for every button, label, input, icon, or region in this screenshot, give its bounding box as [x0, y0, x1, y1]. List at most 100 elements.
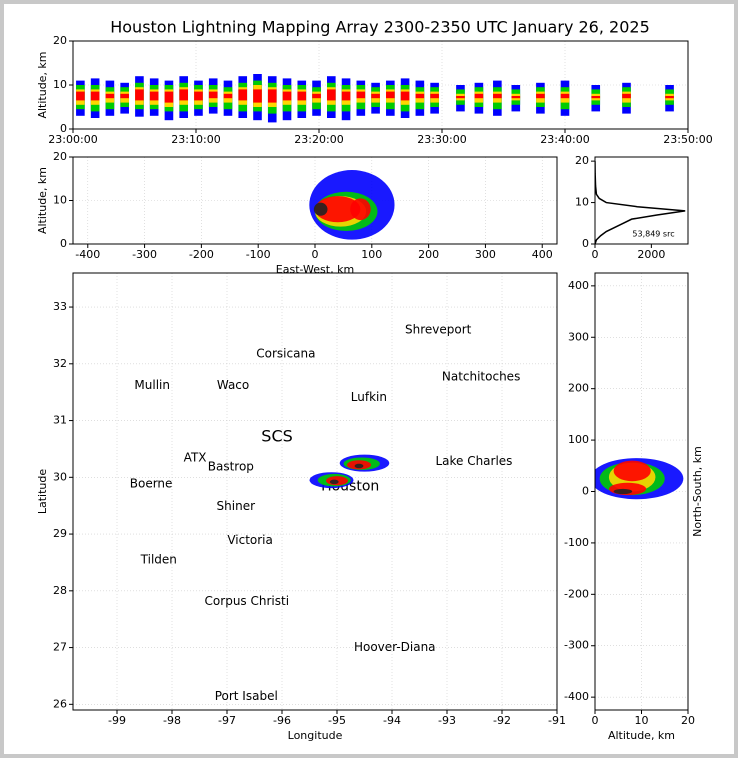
place-label: Waco	[217, 378, 249, 392]
altitude-range	[400, 91, 410, 101]
x-tick-label: 20	[681, 714, 695, 727]
plot-layer	[309, 170, 395, 240]
y-tick-label: 0	[582, 237, 589, 250]
place-label: Hoover-Diana	[354, 640, 436, 654]
place-label: Boerne	[130, 477, 173, 491]
place-label: Lufkin	[351, 390, 387, 404]
plot-layer	[595, 458, 684, 500]
altitude-range	[105, 93, 115, 99]
altitude-range	[474, 93, 484, 99]
altitude-range	[430, 93, 439, 99]
source-density	[613, 460, 651, 482]
altitude-range	[208, 91, 218, 99]
y-tick-label: -300	[564, 639, 589, 652]
altitude-range	[356, 91, 366, 99]
place-label: Tilden	[140, 553, 177, 567]
x-tick-label: -99	[108, 714, 126, 727]
source-density	[354, 463, 364, 469]
y-axis-label: Altitude, km	[36, 167, 49, 234]
y-axis-label: Latitude	[36, 469, 49, 515]
altitude-range	[76, 91, 85, 101]
place-label: Port Isabel	[215, 689, 278, 703]
altitude-range	[164, 91, 174, 103]
y-axis-label: North-South, km	[691, 446, 704, 537]
x-tick-label: -400	[75, 248, 100, 261]
x-tick-label: 23:30:00	[417, 133, 466, 146]
x-tick-label: -200	[189, 248, 214, 261]
altitude-range	[511, 96, 521, 99]
y-tick-label: 0	[582, 485, 589, 498]
altitude-histogram	[595, 161, 686, 244]
altitude-range	[622, 93, 631, 99]
altitude-range	[253, 89, 262, 103]
altitude-range	[238, 89, 248, 101]
place-label: Shreveport	[405, 322, 472, 336]
plot-frame	[72, 272, 558, 711]
x-tick-label: 0	[592, 714, 599, 727]
altitude-range	[326, 89, 336, 101]
place-label: SCS	[261, 427, 292, 446]
y-tick-label: 400	[568, 279, 589, 292]
plot-frame	[594, 156, 689, 245]
plot-layer	[309, 454, 390, 489]
y-tick-label: 300	[568, 330, 589, 343]
plot-frame	[72, 156, 558, 245]
source-density	[315, 196, 361, 223]
altitude-range	[267, 89, 277, 103]
altitude-range	[536, 93, 545, 99]
y-tick-label: 10	[575, 196, 589, 209]
plot-area	[73, 273, 557, 710]
y-tick-label: 33	[53, 300, 67, 313]
x-axis-label: Longitude	[288, 729, 343, 742]
y-tick-label: 10	[53, 194, 67, 207]
x-axis-label: Altitude, km	[608, 729, 675, 742]
place-label: Mullin	[134, 378, 170, 392]
altitude-range	[312, 93, 321, 99]
x-tick-label: -96	[273, 714, 291, 727]
x-tick-label: 2000	[637, 248, 665, 261]
plot-layer	[595, 161, 686, 244]
x-tick-label: 0	[312, 248, 319, 261]
chart-title: Houston Lightning Mapping Array 2300-235…	[110, 18, 650, 37]
x-tick-label: 10	[635, 714, 649, 727]
x-tick-label: -93	[438, 714, 456, 727]
x-tick-label: 23:40:00	[540, 133, 589, 146]
x-tick-label: 23:00:00	[48, 133, 97, 146]
place-label: ATX	[184, 451, 207, 465]
plot-layer	[76, 74, 674, 123]
x-tick-label: -300	[132, 248, 157, 261]
place-label: Corpus Christi	[205, 594, 290, 608]
y-tick-label: 10	[53, 78, 67, 91]
y-tick-label: 20	[53, 150, 67, 163]
x-tick-label: 23:10:00	[171, 133, 220, 146]
y-tick-label: 26	[53, 697, 67, 710]
altitude-range	[341, 91, 351, 101]
y-tick-label: 200	[568, 382, 589, 395]
y-tick-label: -200	[564, 587, 589, 600]
altitude-range	[415, 93, 425, 99]
altitude-range	[282, 91, 292, 101]
plot-frame	[72, 40, 689, 130]
y-tick-label: -400	[564, 690, 589, 703]
altitude-range	[135, 89, 144, 101]
x-tick-label: -92	[493, 714, 511, 727]
x-tick-label: 100	[361, 248, 382, 261]
source-density	[613, 488, 633, 495]
x-tick-label: -94	[383, 714, 401, 727]
place-label: Corsicana	[256, 347, 315, 361]
y-tick-label: 20	[575, 154, 589, 167]
x-tick-label: 0	[592, 248, 599, 261]
place-label: Victoria	[227, 533, 273, 547]
x-tick-label: -97	[218, 714, 236, 727]
x-tick-label: 23:20:00	[294, 133, 343, 146]
y-tick-label: 100	[568, 433, 589, 446]
altitude-range	[493, 93, 502, 99]
place-label: Shiner	[217, 499, 256, 513]
altitude-range	[90, 91, 100, 101]
altitude-range	[223, 93, 233, 99]
annotation: 53,849 src	[632, 230, 674, 239]
x-tick-label: -100	[246, 248, 271, 261]
place-label: Bastrop	[208, 460, 254, 474]
altitude-range	[665, 96, 674, 99]
y-tick-label: 20	[53, 34, 67, 47]
